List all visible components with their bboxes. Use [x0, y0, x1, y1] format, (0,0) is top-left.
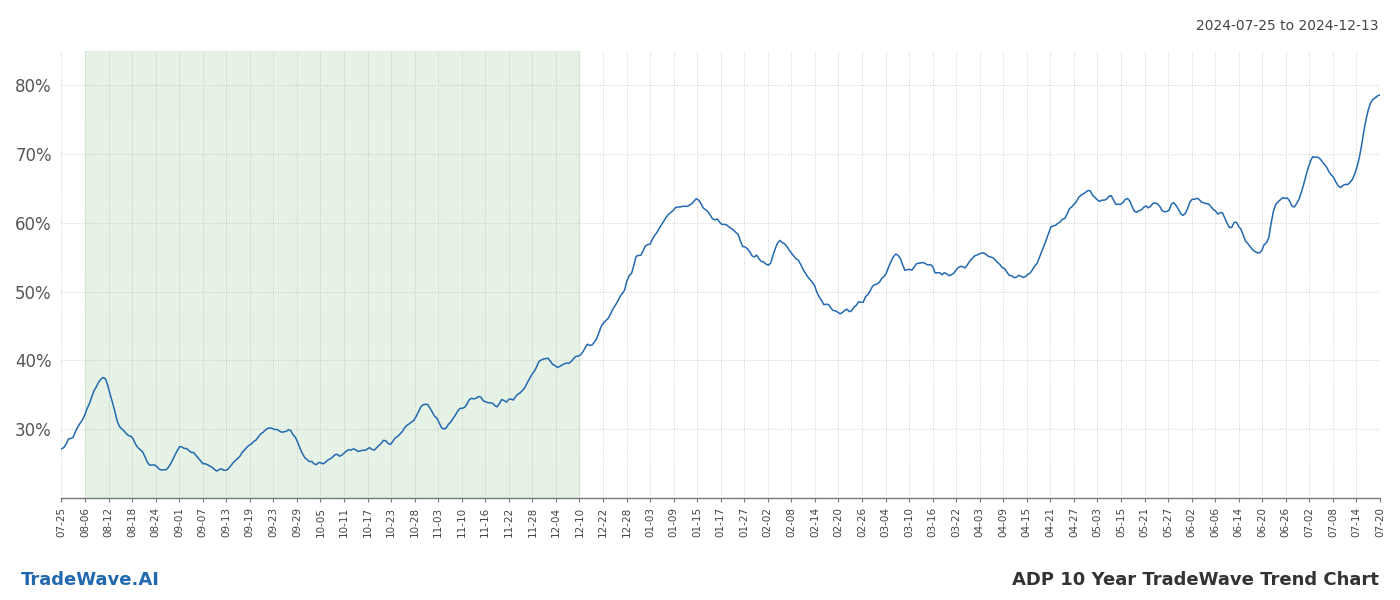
Bar	[85, 51, 580, 498]
Text: TradeWave.AI: TradeWave.AI	[21, 571, 160, 589]
Text: 2024-07-25 to 2024-12-13: 2024-07-25 to 2024-12-13	[1197, 19, 1379, 33]
Text: ADP 10 Year TradeWave Trend Chart: ADP 10 Year TradeWave Trend Chart	[1012, 571, 1379, 589]
